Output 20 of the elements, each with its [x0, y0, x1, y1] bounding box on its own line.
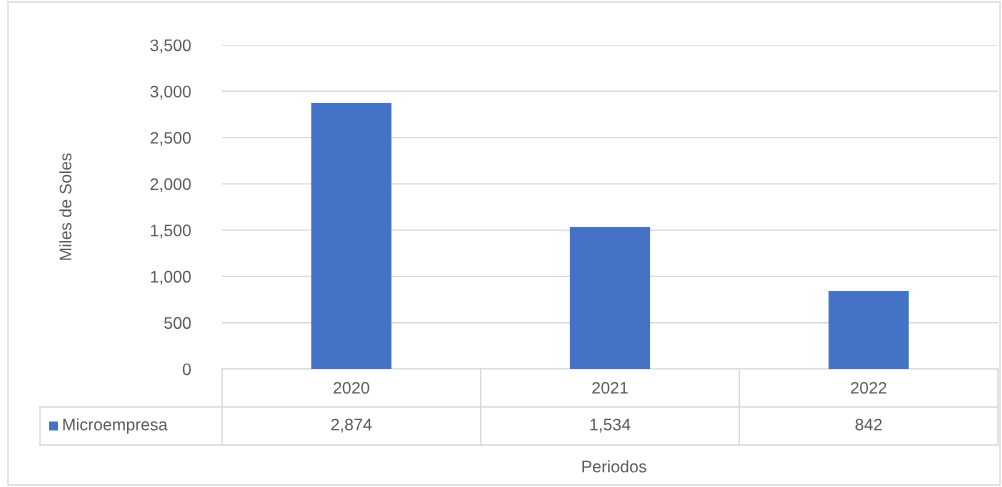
- bar: [311, 102, 392, 369]
- y-tick-label: 0: [182, 363, 191, 376]
- data-label: 842: [855, 418, 882, 431]
- x-axis-title: Periodos: [582, 460, 647, 473]
- y-tick-label: 1,000: [151, 270, 191, 285]
- y-tick-label: 2,500: [150, 131, 191, 146]
- y-tick-label: 500: [164, 317, 191, 329]
- bar: [828, 291, 909, 369]
- legend-label: Microempresa: [63, 418, 168, 434]
- y-tick-label: 3,500: [150, 39, 191, 54]
- x-tick-label: 2021: [592, 381, 628, 394]
- data-label: 1,534: [590, 418, 631, 433]
- bar: [569, 227, 651, 369]
- y-tick-label: 1,500: [151, 224, 191, 239]
- x-tick-label: 2022: [850, 381, 887, 394]
- y-tick-label: 3,000: [150, 85, 191, 100]
- data-label: 2,874: [331, 418, 372, 433]
- y-axis-title: Miles de Soles: [59, 153, 72, 260]
- x-tick-label: 2020: [333, 381, 370, 394]
- y-tick-label: 2,000: [150, 178, 191, 193]
